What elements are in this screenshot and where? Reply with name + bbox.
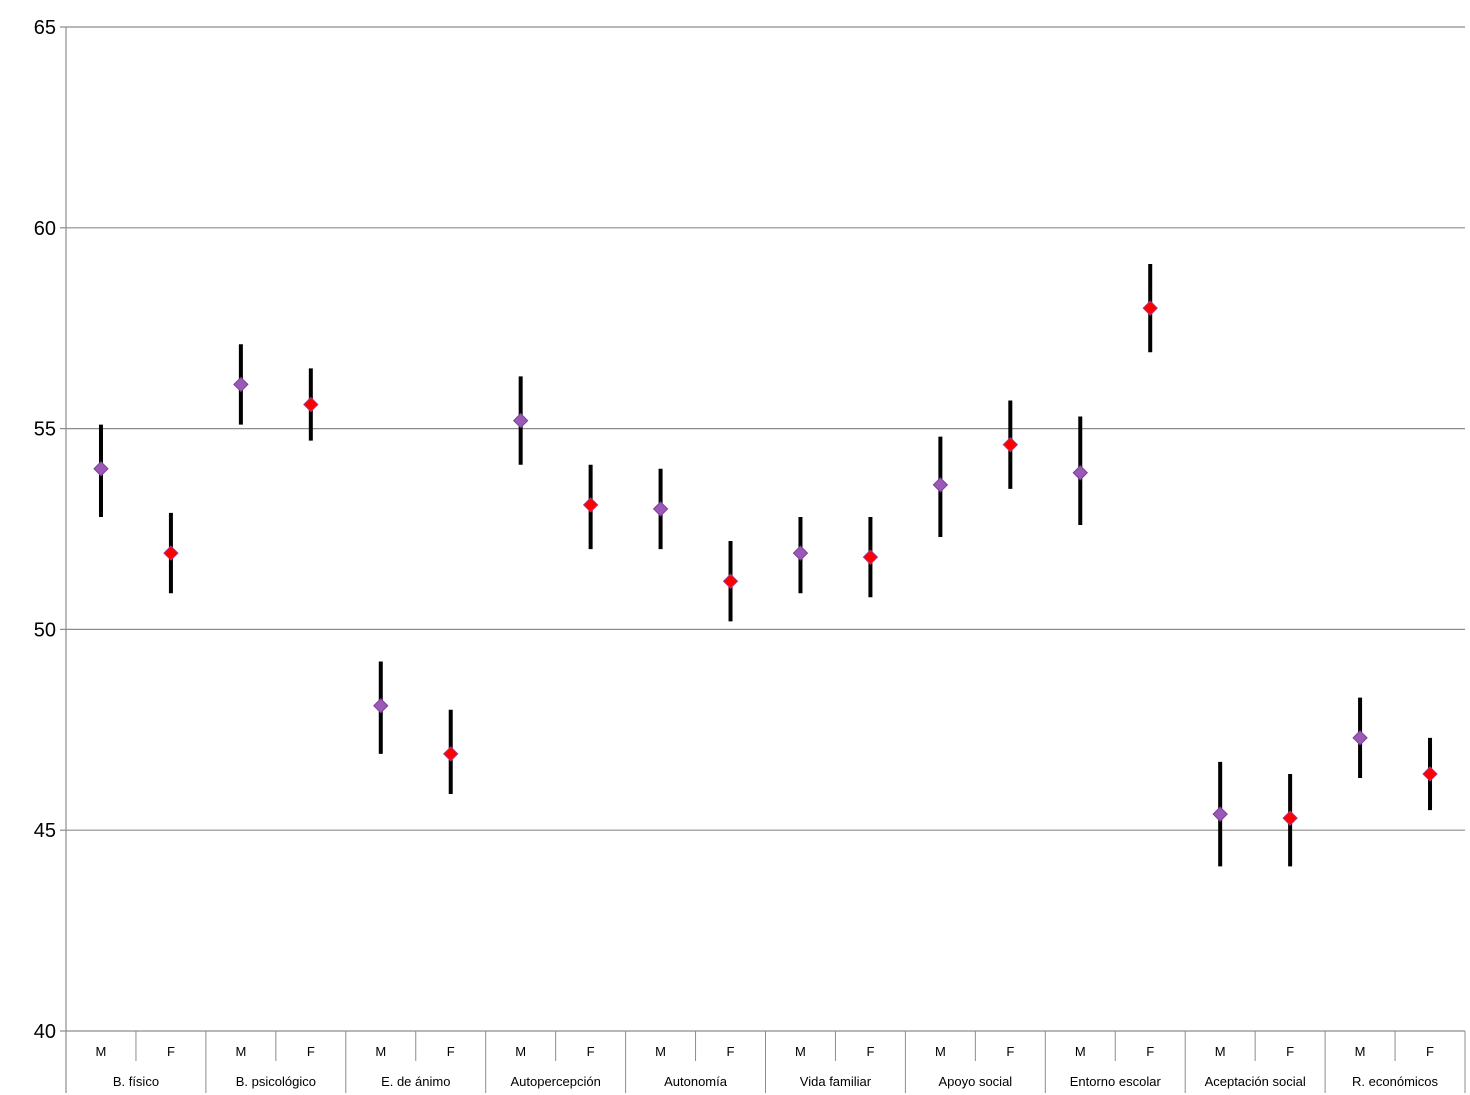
x-subgroup-label: M: [935, 1044, 946, 1059]
data-point-diamond: [163, 545, 179, 561]
data-point-diamond: [862, 549, 879, 565]
x-subgroup-label: M: [1355, 1044, 1366, 1059]
data-point-diamond: [303, 396, 319, 413]
x-group-label: E. de ánimo: [381, 1074, 450, 1089]
x-group-label: Autonomía: [664, 1074, 728, 1089]
x-subgroup-label: M: [375, 1044, 386, 1059]
data-point-diamond: [512, 412, 529, 429]
x-subgroup-label: M: [1215, 1044, 1226, 1059]
data-point-diamond: [1212, 806, 1228, 822]
y-tick-label: 40: [34, 1021, 56, 1043]
data-point-diamond: [233, 376, 249, 393]
x-group-label: Aceptación social: [1205, 1074, 1306, 1089]
axes: [60, 26, 1466, 1093]
x-subgroup-label: F: [1426, 1044, 1434, 1059]
data-point-diamond: [1282, 810, 1298, 826]
x-group-label: Entorno escolar: [1070, 1074, 1162, 1089]
x-subgroup-label: M: [96, 1044, 107, 1059]
y-tick-label: 50: [34, 619, 56, 641]
x-subgroup-label: M: [1075, 1044, 1086, 1059]
x-subgroup-label: F: [866, 1044, 874, 1059]
x-group-label: B. psicológico: [236, 1074, 316, 1089]
x-group-label: B. físico: [113, 1074, 159, 1089]
data-point-diamond: [1352, 730, 1368, 746]
x-group-label: Autopercepción: [510, 1074, 600, 1089]
error-bars: [98, 263, 1433, 867]
x-subgroup-label: F: [1146, 1044, 1154, 1059]
x-subgroup-label: F: [727, 1044, 735, 1059]
data-point-diamond: [443, 746, 459, 762]
x-subgroup-label: F: [307, 1044, 315, 1059]
data-point-diamond: [792, 545, 809, 561]
x-subgroup-label: F: [447, 1044, 455, 1059]
data-point-diamond: [1142, 300, 1158, 316]
y-tick-label: 65: [34, 17, 56, 39]
data-point-diamond: [582, 497, 599, 513]
data-point-diamond: [373, 697, 389, 714]
x-subgroup-label: F: [167, 1044, 175, 1059]
x-subgroup-label: F: [1286, 1044, 1294, 1059]
data-point-diamond: [652, 501, 669, 517]
x-subgroup-label: F: [587, 1044, 595, 1059]
data-point-diamond: [932, 477, 949, 493]
data-point-diamond: [1072, 465, 1088, 481]
y-tick-label: 55: [34, 419, 56, 441]
x-group-label: Vida familiar: [800, 1074, 872, 1089]
x-group-label: R. económicos: [1352, 1074, 1438, 1089]
x-subgroup-label: F: [1006, 1044, 1014, 1059]
gridlines: [66, 26, 1465, 1032]
x-category-labels: M F B. físico M F B. psicológico M F E. de ánimo…: [96, 1044, 1439, 1089]
x-group-label: Apoyo social: [938, 1074, 1012, 1089]
x-subgroup-label: M: [235, 1044, 246, 1059]
data-point-diamond: [722, 573, 739, 589]
x-subgroup-label: M: [795, 1044, 806, 1059]
y-tick-labels: 40 45 50 55 60 65: [34, 17, 56, 1043]
data-point-diamond: [1422, 766, 1438, 782]
data-markers: [93, 300, 1438, 826]
data-point-diamond: [93, 461, 109, 477]
y-tick-label: 45: [34, 820, 56, 842]
data-point-diamond: [1002, 436, 1019, 453]
x-subgroup-label: M: [515, 1044, 526, 1059]
x-subgroup-label: M: [655, 1044, 666, 1059]
y-tick-label: 60: [34, 218, 56, 240]
